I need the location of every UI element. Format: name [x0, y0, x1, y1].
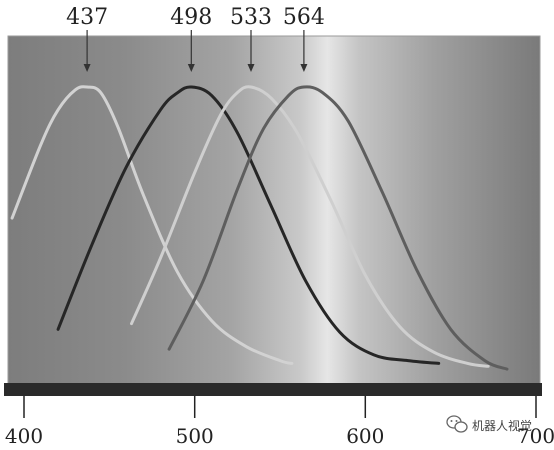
wechat-icon: [446, 415, 468, 433]
peak-label-533: 533: [230, 5, 272, 30]
curve-533: [130, 85, 490, 368]
peak-arrow-head-564: [300, 64, 308, 72]
curve-437: [10, 85, 294, 365]
peak-label-437: 437: [66, 5, 108, 30]
peak-annotations: 437 498 533 564: [66, 5, 325, 72]
spectral-curves: [10, 85, 509, 371]
peak-arrow-head-533: [247, 64, 255, 72]
peak-label-498: 498: [170, 5, 212, 30]
x-tick-label-500: 500: [176, 424, 214, 448]
x-axis-ticks: 400 500 600 700: [5, 396, 554, 448]
x-tick-label-400: 400: [5, 424, 43, 448]
x-tick-label-600: 600: [346, 424, 384, 448]
peak-label-564: 564: [283, 5, 325, 30]
peak-arrow-head-498: [187, 64, 195, 72]
x-tick-label-700: 700: [517, 424, 554, 448]
curve-498: [56, 85, 441, 365]
curve-564: [167, 85, 509, 371]
peak-arrow-head-437: [83, 64, 91, 72]
x-axis-bar: [4, 383, 542, 396]
watermark: 机器人视觉: [446, 415, 532, 433]
watermark-text: 机器人视觉: [472, 418, 532, 433]
